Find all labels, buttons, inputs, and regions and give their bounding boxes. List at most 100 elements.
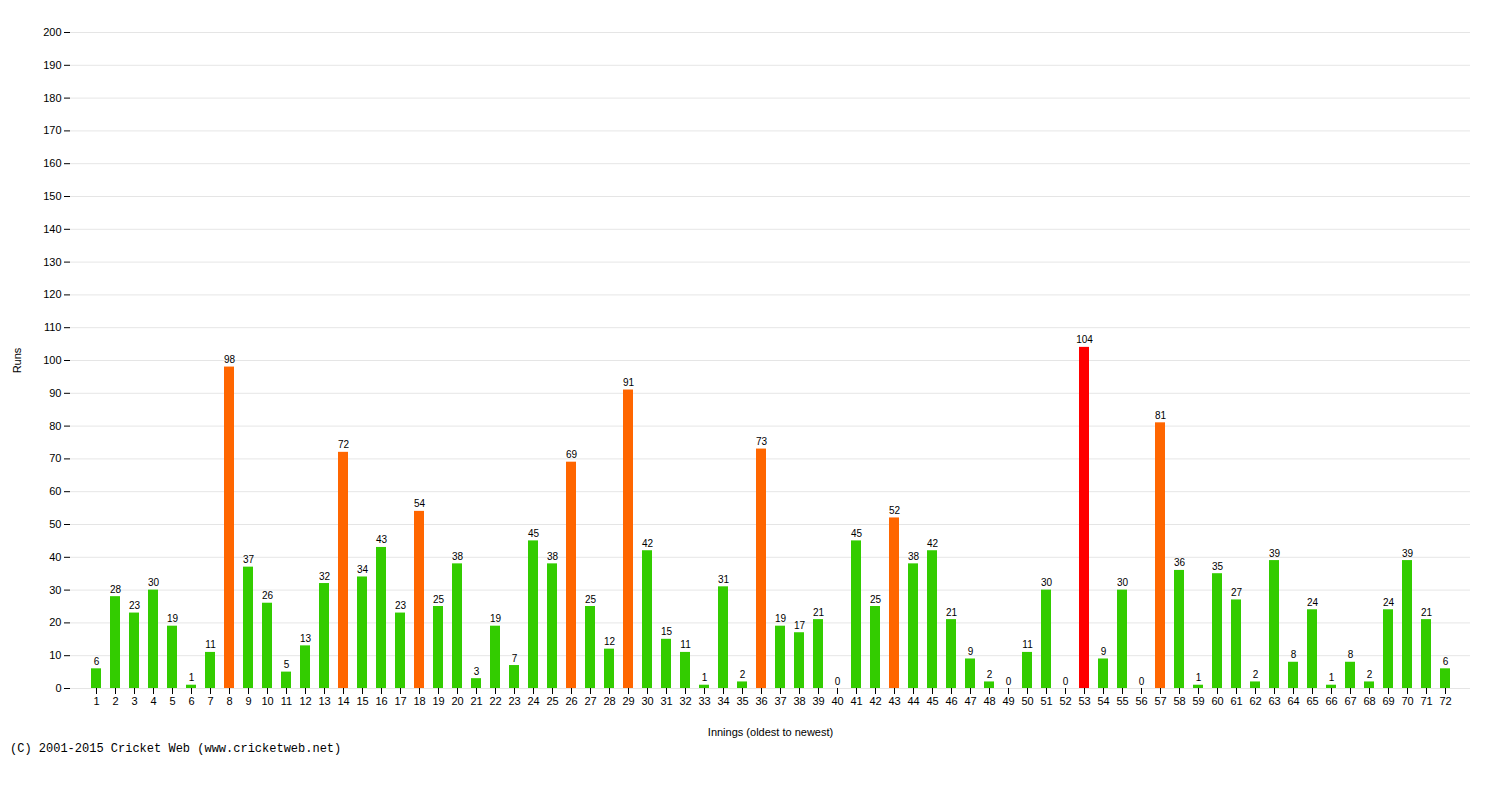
svg-text:19: 19 — [167, 613, 179, 624]
svg-text:0: 0 — [1063, 676, 1069, 687]
svg-text:69: 69 — [566, 449, 578, 460]
svg-text:1: 1 — [93, 695, 99, 707]
svg-text:42: 42 — [869, 695, 881, 707]
svg-text:90: 90 — [49, 387, 61, 399]
svg-text:53: 53 — [1078, 695, 1090, 707]
svg-text:28: 28 — [603, 695, 615, 707]
svg-text:1: 1 — [1329, 672, 1335, 683]
svg-text:23: 23 — [395, 600, 407, 611]
svg-text:66: 66 — [1325, 695, 1337, 707]
svg-text:45: 45 — [926, 695, 938, 707]
svg-text:23: 23 — [129, 600, 141, 611]
svg-text:30: 30 — [1117, 577, 1129, 588]
svg-text:72: 72 — [1439, 695, 1451, 707]
svg-text:34: 34 — [717, 695, 729, 707]
svg-text:61: 61 — [1230, 695, 1242, 707]
svg-text:20: 20 — [49, 616, 61, 628]
svg-text:68: 68 — [1363, 695, 1375, 707]
svg-text:0: 0 — [1006, 676, 1012, 687]
svg-text:44: 44 — [907, 695, 919, 707]
svg-text:28: 28 — [110, 584, 122, 595]
svg-text:11: 11 — [680, 639, 691, 650]
svg-text:2: 2 — [987, 669, 993, 680]
svg-text:1: 1 — [702, 672, 708, 683]
svg-text:100: 100 — [43, 354, 61, 366]
svg-text:38: 38 — [547, 551, 559, 562]
svg-text:80: 80 — [49, 420, 61, 432]
svg-text:17: 17 — [794, 620, 806, 631]
svg-text:46: 46 — [945, 695, 957, 707]
svg-text:7: 7 — [512, 653, 518, 664]
svg-text:21: 21 — [1421, 607, 1433, 618]
svg-text:62: 62 — [1249, 695, 1261, 707]
svg-text:91: 91 — [623, 377, 635, 388]
svg-text:110: 110 — [44, 321, 62, 333]
svg-text:1: 1 — [1196, 672, 1202, 683]
svg-text:6: 6 — [188, 695, 194, 707]
svg-text:64: 64 — [1287, 695, 1299, 707]
svg-text:51: 51 — [1040, 695, 1052, 707]
svg-text:18: 18 — [413, 695, 425, 707]
svg-text:20: 20 — [451, 695, 463, 707]
svg-text:24: 24 — [1383, 597, 1395, 608]
svg-text:8: 8 — [1348, 649, 1354, 660]
svg-text:25: 25 — [546, 695, 558, 707]
svg-text:14: 14 — [337, 695, 349, 707]
svg-text:2: 2 — [1253, 669, 1259, 680]
svg-text:55: 55 — [1116, 695, 1128, 707]
svg-text:32: 32 — [319, 571, 331, 582]
svg-text:12: 12 — [604, 636, 616, 647]
svg-text:38: 38 — [908, 551, 920, 562]
svg-text:6: 6 — [94, 656, 100, 667]
svg-text:16: 16 — [375, 695, 387, 707]
svg-text:15: 15 — [661, 626, 673, 637]
svg-text:57: 57 — [1154, 695, 1166, 707]
svg-text:34: 34 — [357, 564, 369, 575]
svg-text:73: 73 — [756, 436, 768, 447]
svg-text:25: 25 — [433, 594, 445, 605]
svg-text:50: 50 — [1021, 695, 1033, 707]
svg-text:63: 63 — [1268, 695, 1280, 707]
svg-text:60: 60 — [49, 485, 61, 497]
svg-text:13: 13 — [300, 633, 312, 644]
svg-text:3: 3 — [474, 666, 480, 677]
svg-text:24: 24 — [527, 695, 539, 707]
svg-text:29: 29 — [622, 695, 634, 707]
svg-text:71: 71 — [1420, 695, 1432, 707]
svg-text:27: 27 — [584, 695, 596, 707]
svg-text:180: 180 — [43, 92, 61, 104]
svg-text:69: 69 — [1382, 695, 1394, 707]
svg-text:9: 9 — [968, 646, 974, 657]
svg-text:0: 0 — [835, 676, 841, 687]
svg-text:30: 30 — [148, 577, 160, 588]
svg-text:32: 32 — [679, 695, 691, 707]
svg-text:33: 33 — [698, 695, 710, 707]
svg-text:36: 36 — [755, 695, 767, 707]
svg-text:47: 47 — [964, 695, 976, 707]
svg-text:Innings (oldest to newest): Innings (oldest to newest) — [708, 726, 833, 738]
svg-text:190: 190 — [43, 59, 61, 71]
svg-text:21: 21 — [470, 695, 482, 707]
svg-text:37: 37 — [774, 695, 786, 707]
svg-text:40: 40 — [49, 551, 61, 563]
svg-text:5: 5 — [169, 695, 175, 707]
svg-text:70: 70 — [49, 452, 61, 464]
svg-text:31: 31 — [660, 695, 672, 707]
svg-text:54: 54 — [414, 498, 426, 509]
svg-text:81: 81 — [1155, 410, 1167, 421]
svg-text:39: 39 — [1269, 548, 1281, 559]
svg-text:59: 59 — [1192, 695, 1204, 707]
svg-text:2: 2 — [1367, 669, 1373, 680]
svg-text:60: 60 — [1211, 695, 1223, 707]
svg-text:160: 160 — [43, 157, 61, 169]
svg-text:40: 40 — [831, 695, 843, 707]
svg-text:12: 12 — [299, 695, 311, 707]
svg-text:130: 130 — [43, 256, 61, 268]
svg-text:65: 65 — [1306, 695, 1318, 707]
svg-text:42: 42 — [927, 538, 939, 549]
svg-text:104: 104 — [1076, 334, 1093, 345]
svg-text:39: 39 — [1402, 548, 1414, 559]
svg-text:26: 26 — [565, 695, 577, 707]
svg-text:120: 120 — [43, 288, 61, 300]
svg-text:31: 31 — [718, 574, 730, 585]
